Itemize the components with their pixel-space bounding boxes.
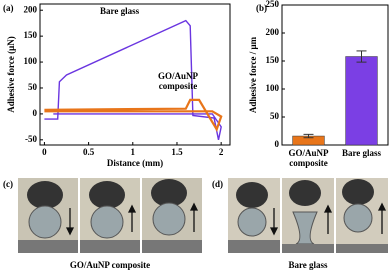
plot-frame: [281, 4, 389, 146]
panel-label: (c): [3, 179, 13, 189]
y-tick-label: 100: [266, 83, 280, 93]
y-tick-label: 150: [266, 55, 280, 65]
series-label: Bare glass: [100, 6, 140, 16]
y-tick-label: 250: [266, 0, 280, 9]
panel-label: (a): [3, 3, 14, 13]
series-label-line: composite: [159, 81, 198, 91]
bar: [345, 56, 378, 146]
series-line: [44, 98, 223, 132]
photo-caption: GO/AuNP composite: [70, 260, 150, 270]
panel-label: (d): [212, 179, 223, 189]
x-tick-label-line: composite: [289, 158, 328, 168]
y-axis-label: Adhesive force / μm: [248, 36, 258, 113]
y-tick-label: 200: [24, 4, 38, 14]
x-tick-label: Bare glass: [342, 148, 382, 158]
y-tick-label: -50: [25, 134, 37, 144]
y-tick-label: 0: [33, 108, 38, 118]
y-tick-label: 100: [24, 56, 38, 66]
y-tick-label: 0: [275, 139, 280, 149]
y-tick-label: 200: [266, 27, 280, 37]
y-tick-label: 150: [24, 30, 38, 40]
x-tick-label: 2: [219, 147, 224, 157]
x-tick-label: 1.5: [171, 147, 183, 157]
x-tick-label: GO/AuNP composite: [288, 148, 329, 168]
x-axis-label: Distance (mm): [107, 158, 163, 168]
y-axis-label: Adhesive force (μN): [6, 36, 16, 112]
error-bar: [303, 133, 314, 139]
x-tick-label-line: GO/AuNP: [288, 148, 329, 158]
x-tick-label: 1: [131, 147, 136, 157]
x-tick-label: 0: [42, 147, 47, 157]
series-label: GO/AuNP composite: [158, 71, 199, 91]
y-tick-label: 50: [270, 111, 280, 121]
series-line: [44, 19, 222, 140]
photo-caption: Bare glass: [288, 260, 328, 270]
y-tick-label: 50: [28, 82, 38, 92]
error-bar: [356, 50, 367, 63]
x-tick-label: 0.5: [83, 147, 95, 157]
plot-frame: [39, 3, 231, 146]
series-label-line: GO/AuNP: [158, 71, 199, 81]
photos: [18, 178, 388, 253]
panel-label: (b): [256, 3, 267, 13]
